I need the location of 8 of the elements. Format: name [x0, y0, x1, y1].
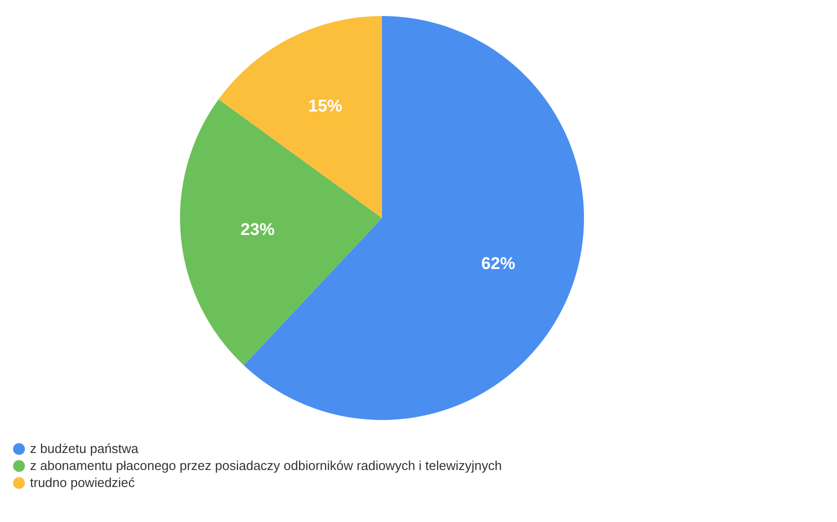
pie-slice — [180, 99, 382, 366]
legend-label: z budżetu państwa — [30, 441, 140, 456]
legend-label: z abonamentu płaconego przez posiadaczy odbiorników radiowych i telewizyjnych — [30, 458, 502, 473]
data-label: 62% — [481, 254, 516, 274]
legend-label: trudno powiedzieć — [30, 475, 136, 490]
data-label: 15% — [308, 96, 342, 116]
data-label: 23% — [240, 220, 275, 239]
pie-slice — [218, 16, 382, 218]
